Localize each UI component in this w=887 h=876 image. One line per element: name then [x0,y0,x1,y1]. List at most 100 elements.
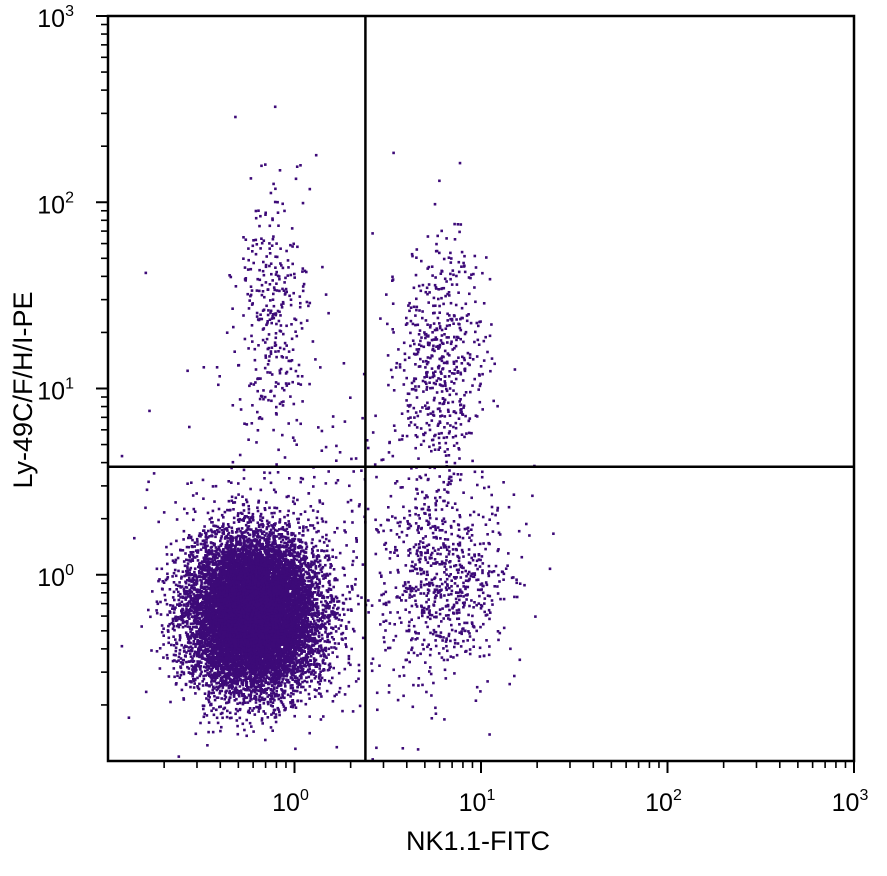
data-point [326,632,329,636]
data-point [270,692,273,695]
data-point [201,680,204,683]
data-point [303,656,307,660]
data-point [189,636,193,640]
data-point [329,563,332,566]
data-point [171,619,175,622]
data-point [294,663,298,667]
data-point [316,651,319,654]
data-point [266,681,270,684]
data-point [254,701,258,704]
data-point [191,646,194,650]
data-point [177,617,181,621]
data-point [314,598,318,601]
data-point [235,540,238,544]
data-point [242,693,246,696]
data-point [183,574,186,578]
data-point [220,575,224,579]
data-point [187,638,191,642]
data-point [269,547,273,550]
data-point [223,671,226,675]
data-point [230,499,234,503]
data-point [290,531,293,535]
data-point [173,598,176,602]
data-point [245,734,248,738]
data-point [282,677,285,680]
data-point [351,710,355,713]
data-point [351,559,355,563]
data-point [263,534,267,537]
data-point [172,644,176,647]
data-point [289,545,292,548]
data-point [176,603,179,606]
data-point [207,583,210,586]
data-point [206,650,209,653]
data-point [265,532,268,535]
data-point [224,543,228,547]
data-point [162,627,165,630]
data-point [262,684,266,687]
data-point [192,678,195,681]
data-point [293,703,296,707]
data-point [206,656,210,659]
data-point [181,621,185,625]
data-point [190,553,193,556]
data-point [166,572,169,576]
data-point [305,593,308,597]
data-point [188,617,191,620]
data-point [195,576,199,579]
data-point [279,535,283,539]
data-point [203,525,206,528]
data-point [324,610,328,613]
data-point [127,716,131,719]
data-point [266,552,269,556]
data-point [317,589,320,592]
data-point [199,648,203,652]
data-point [186,569,190,573]
data-point [265,537,268,541]
data-point [278,710,281,714]
data-point [190,664,194,668]
data-point [214,546,218,549]
data-point [321,574,324,578]
data-point [305,680,309,684]
data-point [191,597,194,600]
data-point [251,709,254,712]
data-point [323,576,327,579]
data-point [284,522,287,525]
data-point [157,520,160,524]
data-point [318,563,322,567]
data-point [173,675,176,679]
data-point [219,683,222,686]
data-point [309,622,313,625]
data-point [278,510,282,513]
data-point [193,637,197,640]
data-point [316,615,319,619]
data-point [286,543,289,547]
data-point [235,680,238,684]
data-point [175,624,179,628]
data-point [230,495,234,499]
data-point [295,676,299,680]
data-point [216,529,219,532]
data-point [263,539,266,542]
data-point [307,568,311,572]
data-point [207,529,210,533]
data-point [163,593,167,597]
data-point [309,637,313,641]
data-point [308,667,311,671]
data-point [248,518,251,521]
data-point [253,713,257,716]
data-point [189,602,193,606]
data-point [296,685,299,689]
data-point [187,671,191,674]
data-point [334,617,338,620]
data-point [232,521,236,524]
data-point [179,673,183,677]
data-point [206,671,209,675]
data-point [198,588,202,592]
data-point [188,652,192,655]
data-point [241,701,245,705]
data-point [323,640,327,643]
data-point [319,670,322,673]
